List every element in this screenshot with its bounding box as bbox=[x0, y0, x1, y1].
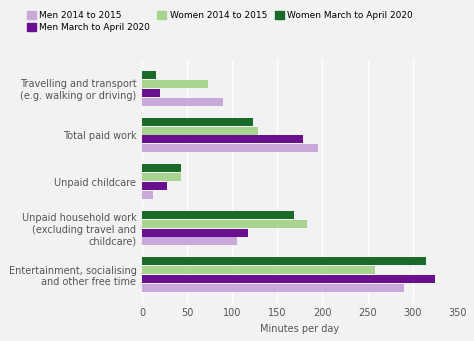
X-axis label: Minutes per day: Minutes per day bbox=[260, 324, 339, 334]
Bar bbox=[142, 71, 156, 79]
Bar bbox=[142, 182, 167, 190]
Bar bbox=[142, 80, 208, 88]
Bar bbox=[142, 173, 181, 181]
Bar bbox=[142, 220, 307, 228]
Bar bbox=[142, 135, 302, 144]
Bar bbox=[142, 98, 223, 106]
Bar bbox=[142, 164, 181, 172]
Bar bbox=[142, 89, 160, 97]
Bar bbox=[142, 228, 248, 237]
Bar bbox=[142, 284, 404, 292]
Bar bbox=[142, 211, 293, 219]
Bar bbox=[142, 127, 257, 135]
Bar bbox=[142, 257, 426, 265]
Legend: Men 2014 to 2015, Men March to April 2020, Women 2014 to 2015, Women March to Ap: Men 2014 to 2015, Men March to April 202… bbox=[27, 11, 413, 32]
Bar bbox=[142, 118, 253, 126]
Bar bbox=[142, 266, 375, 274]
Bar bbox=[142, 191, 153, 199]
Bar bbox=[142, 275, 435, 283]
Bar bbox=[142, 237, 237, 246]
Bar bbox=[142, 144, 318, 152]
